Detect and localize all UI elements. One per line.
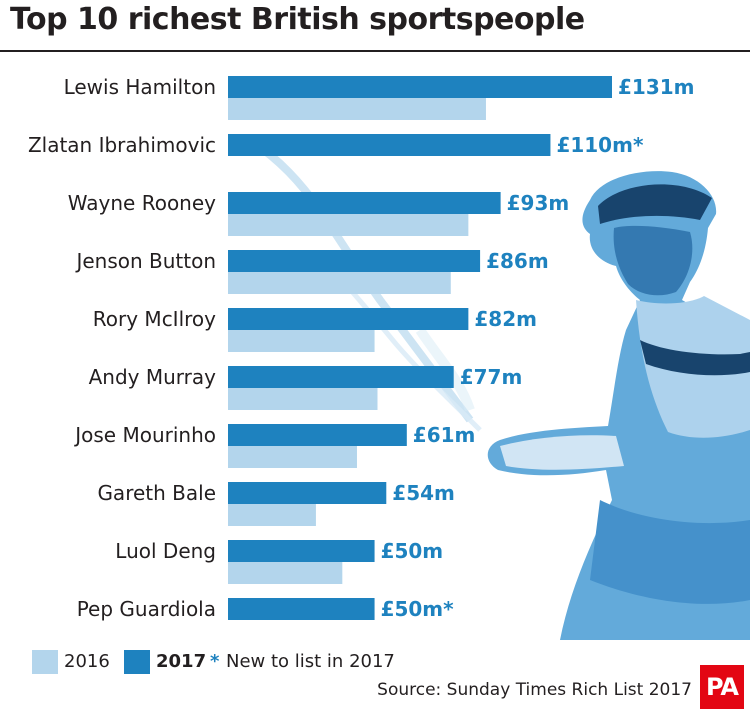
bar-2016-luol-deng bbox=[228, 562, 343, 584]
bar-2016-wayne-rooney bbox=[228, 214, 469, 236]
value-label-andy-murray: £77m bbox=[460, 365, 523, 389]
category-label-luol-deng: Luol Deng bbox=[115, 539, 216, 563]
bar-2016-jenson-button bbox=[228, 272, 451, 294]
category-label-zlatan-ibrahimovic: Zlatan Ibrahimovic bbox=[28, 133, 216, 157]
value-label-luol-deng: £50m bbox=[381, 539, 444, 563]
value-label-wayne-rooney: £93m bbox=[507, 191, 570, 215]
value-label-zlatan-ibrahimovic: £110m* bbox=[556, 133, 644, 157]
category-label-lewis-hamilton: Lewis Hamilton bbox=[64, 75, 216, 99]
bar-2016-andy-murray bbox=[228, 388, 378, 410]
bar-2016-rory-mcilroy bbox=[228, 330, 375, 352]
bar-2017-jenson-button bbox=[228, 250, 481, 272]
bar-chart: Lewis Hamilton £131m Zlatan Ibrahimovic £11… bbox=[28, 75, 695, 621]
value-label-pep-guardiola: £50m* bbox=[381, 597, 455, 621]
bar-2017-lewis-hamilton bbox=[228, 76, 612, 98]
pa-logo: PA bbox=[700, 665, 744, 709]
bar-2017-luol-deng bbox=[228, 540, 375, 562]
category-label-gareth-bale: Gareth Bale bbox=[97, 481, 216, 505]
bar-2017-wayne-rooney bbox=[228, 192, 501, 214]
legend-label-2017: 2017 bbox=[156, 651, 207, 672]
category-label-jose-mourinho: Jose Mourinho bbox=[73, 423, 216, 447]
bar-2017-jose-mourinho bbox=[228, 424, 407, 446]
bar-2017-pep-guardiola bbox=[228, 598, 375, 620]
category-label-pep-guardiola: Pep Guardiola bbox=[77, 597, 216, 621]
legend-swatch-2016 bbox=[32, 650, 58, 674]
category-label-andy-murray: Andy Murray bbox=[89, 365, 217, 389]
title-divider bbox=[0, 50, 750, 52]
bar-2016-jose-mourinho bbox=[228, 446, 357, 468]
bar-2017-zlatan-ibrahimovic bbox=[228, 134, 551, 156]
bar-2017-gareth-bale bbox=[228, 482, 387, 504]
value-label-rory-mcilroy: £82m bbox=[474, 307, 537, 331]
value-label-jose-mourinho: £61m bbox=[413, 423, 476, 447]
legend-note-text: New to list in 2017 bbox=[226, 651, 395, 672]
legend-label-2016: 2016 bbox=[64, 651, 110, 672]
bar-2017-andy-murray bbox=[228, 366, 454, 388]
chart-title: Top 10 richest British sportspeople bbox=[10, 2, 585, 37]
bar-2016-lewis-hamilton bbox=[228, 98, 486, 120]
value-label-lewis-hamilton: £131m bbox=[618, 75, 695, 99]
category-label-jenson-button: Jenson Button bbox=[74, 249, 216, 273]
category-label-rory-mcilroy: Rory McIlroy bbox=[93, 307, 216, 331]
bar-2017-rory-mcilroy bbox=[228, 308, 469, 330]
source-note: Source: Sunday Times Rich List 2017 bbox=[377, 680, 692, 700]
value-label-gareth-bale: £54m bbox=[392, 481, 455, 505]
legend-swatch-2017 bbox=[124, 650, 150, 674]
value-label-jenson-button: £86m bbox=[486, 249, 549, 273]
legend-note-marker: * bbox=[210, 651, 220, 672]
category-label-wayne-rooney: Wayne Rooney bbox=[68, 191, 216, 215]
bar-2016-gareth-bale bbox=[228, 504, 316, 526]
